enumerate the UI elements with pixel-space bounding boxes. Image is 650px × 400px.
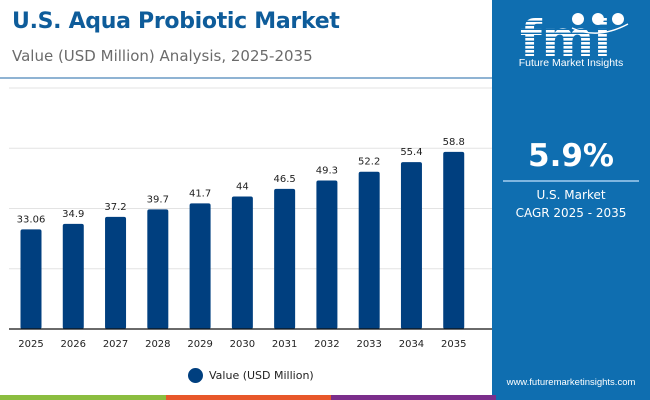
bar-2028 (147, 209, 169, 329)
color-strip-purple (331, 395, 496, 400)
color-strip-blue (496, 395, 650, 400)
chart-subtitle: Value (USD Million) Analysis, 2025-2035 (12, 47, 313, 65)
x-tick-label-2031: 2031 (272, 339, 297, 350)
color-strip-green (0, 395, 166, 400)
x-tick-label-2032: 2032 (314, 339, 339, 350)
fmi-logo: fmi (520, 10, 629, 66)
cagr-label-market: U.S. Market (536, 188, 606, 202)
website-link[interactable]: www.futuremarketinsights.com (506, 377, 636, 388)
x-tick-label-2030: 2030 (230, 339, 255, 350)
x-tick-label-2027: 2027 (103, 339, 128, 350)
data-label-2034: 55.4 (400, 147, 422, 158)
bar-2029 (189, 203, 211, 329)
data-label-2026: 34.9 (62, 209, 84, 220)
globe-icon (612, 13, 624, 25)
chart-title: U.S. Aqua Probiotic Market (12, 9, 340, 34)
data-label-2035: 58.8 (443, 137, 465, 148)
logo-caption: Future Market Insights (518, 57, 624, 69)
cagr-label-period: CAGR 2025 - 2035 (515, 206, 627, 220)
bar-2034 (400, 162, 422, 329)
bar-2026 (62, 223, 84, 329)
legend-label: Value (USD Million) (209, 369, 314, 382)
data-label-2030: 44 (236, 181, 249, 192)
x-tick-label-2029: 2029 (187, 339, 212, 350)
title-divider (0, 77, 492, 79)
bar-2027 (105, 216, 127, 329)
data-label-2028: 39.7 (147, 194, 169, 205)
color-strip-orange (166, 395, 331, 400)
brand-panel (492, 0, 650, 400)
x-tick-label-2034: 2034 (399, 339, 424, 350)
x-tick-label-2033: 2033 (356, 339, 381, 350)
bar-2025 (20, 229, 42, 329)
bar-2033 (358, 171, 380, 329)
legend-swatch (188, 368, 203, 383)
legend: Value (USD Million) (188, 368, 314, 383)
data-label-2025: 33.06 (17, 214, 46, 225)
globe-icon (592, 13, 604, 25)
bar-2031 (274, 188, 296, 329)
data-label-2033: 52.2 (358, 157, 380, 168)
bar-2030 (231, 196, 253, 329)
bar-2035 (443, 151, 465, 329)
bar-chart: 33.06 2025 34.9 2026 37.2 2027 39.7 2028 41.7 202… (9, 87, 492, 350)
data-label-2031: 46.5 (274, 174, 296, 185)
data-label-2029: 41.7 (189, 188, 211, 199)
bar-2032 (316, 180, 338, 329)
globe-icon (572, 13, 584, 25)
x-tick-label-2035: 2035 (441, 339, 466, 350)
data-label-2032: 49.3 (316, 165, 338, 176)
x-tick-label-2026: 2026 (61, 339, 86, 350)
x-tick-label-2028: 2028 (145, 339, 170, 350)
cagr-value: 5.9% (528, 138, 614, 174)
x-tick-label-2025: 2025 (18, 339, 43, 350)
cagr-divider (503, 180, 639, 182)
data-label-2027: 37.2 (104, 202, 126, 213)
